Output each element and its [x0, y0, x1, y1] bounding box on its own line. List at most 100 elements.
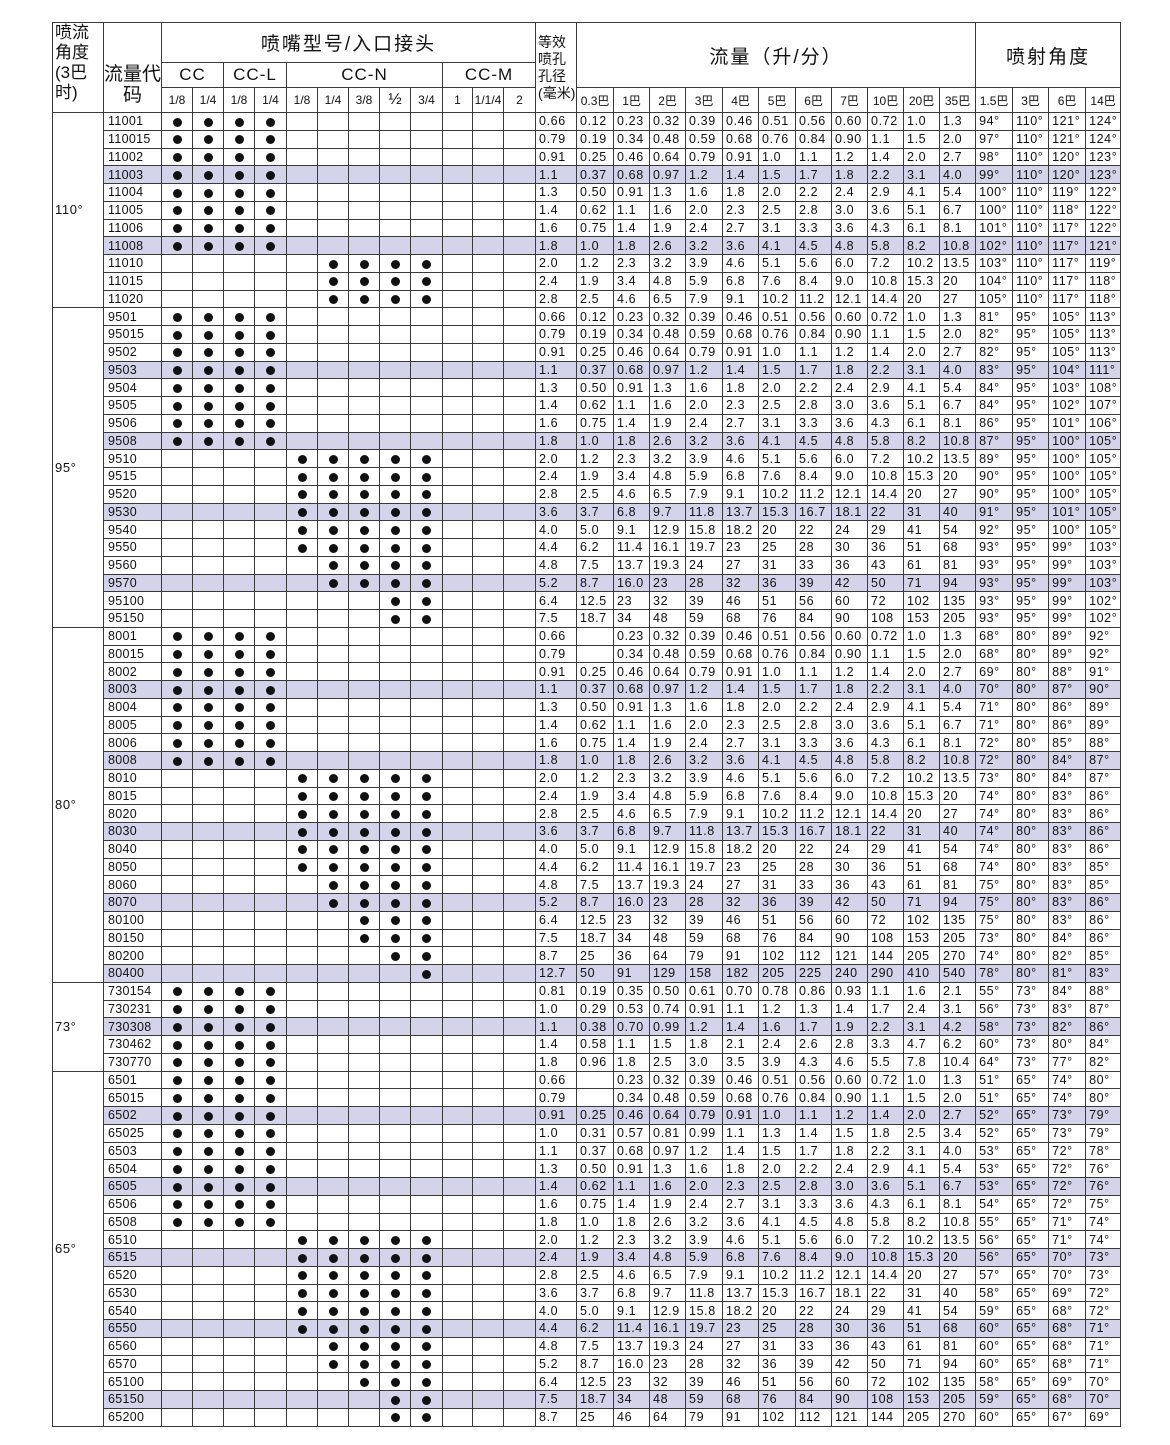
flow-value: 3.1	[903, 1141, 941, 1161]
connection-cell	[286, 609, 318, 628]
flow-value: 11.2	[795, 484, 833, 504]
flow-value: 2.5	[758, 396, 797, 415]
flow-code: 65200	[103, 1407, 162, 1427]
available-dot-icon	[390, 1324, 400, 1334]
header-flow-code: 流量代码	[103, 22, 162, 113]
available-dot-icon	[390, 792, 400, 802]
flow-value: 1.5	[649, 1035, 687, 1054]
connection-cell	[442, 822, 473, 841]
connection-cell	[442, 804, 473, 823]
table-row: 730462 1.4 0.58 1.1 1.5 1.8 2.1 2.4 2.6 2.8 3.3 4.7…	[53, 1035, 1122, 1054]
connection-cell	[472, 467, 504, 486]
flow-value: 3.2	[685, 1212, 724, 1232]
spray-angle-value: 55°	[975, 1212, 1014, 1232]
available-dot-icon	[266, 135, 275, 145]
orifice-diameter: 1.4	[535, 396, 578, 415]
flow-value: 2.0	[758, 378, 797, 397]
flow-value: 6.2	[576, 857, 615, 877]
flow-value: 4.0	[939, 680, 977, 699]
available-dot-icon	[234, 1129, 244, 1139]
connection-cell	[348, 502, 380, 522]
connection-cell	[286, 484, 318, 504]
flow-value: 9.7	[649, 822, 687, 841]
flow-value: 9.0	[831, 271, 869, 291]
header-model-cc-l: CC-L	[223, 62, 287, 88]
connection-cell	[286, 1283, 318, 1303]
flow-value: 68	[722, 609, 760, 628]
flow-code: 9506	[103, 413, 162, 433]
flow-value: 2.3	[613, 254, 651, 273]
flow-value: 0.75	[576, 1194, 615, 1214]
connection-cell	[379, 1265, 411, 1285]
flow-value: 1.0	[758, 342, 797, 362]
spray-angle-value: 105°	[1085, 431, 1122, 451]
connection-cell	[410, 804, 443, 823]
flow-value: 2.0	[685, 396, 724, 415]
flow-value: 0.48	[649, 325, 687, 344]
flow-value: 0.50	[576, 378, 615, 397]
flow-value: 61	[903, 1336, 941, 1356]
connection-cell	[442, 1301, 473, 1320]
flow-value: 94	[939, 573, 977, 593]
connection-cell	[223, 1212, 255, 1232]
connection-cell	[348, 555, 380, 575]
table-row: 95015 0.79 0.19 0.34 0.48 0.59 0.68 0.76 0.84 0.9…	[53, 325, 1122, 344]
connection-cell	[472, 1123, 504, 1143]
connection-cell	[410, 999, 443, 1019]
connection-cell	[410, 1390, 443, 1409]
connection-cell	[254, 1123, 287, 1143]
flow-value: 24	[685, 1336, 724, 1356]
header-spray-angle-3bar: 喷流角度(3巴时)	[52, 22, 104, 113]
spray-angle-value: 76°	[1085, 1177, 1122, 1196]
connection-cell	[410, 1088, 443, 1107]
flow-value: 1.1	[722, 1123, 760, 1143]
spray-angle-value: 110°	[1012, 236, 1050, 255]
flow-value: 10.8	[867, 786, 905, 806]
flow-value: 3.2	[649, 449, 687, 468]
available-dot-icon	[234, 685, 244, 695]
connection-cell	[223, 413, 255, 433]
flow-value: 290	[867, 964, 905, 983]
table-row: 11002 0.91 0.25 0.46 0.64 0.79 0.91 1.0 1.1 1.2 1.…	[53, 147, 1122, 167]
connection-cell	[161, 129, 193, 149]
connection-cell	[317, 946, 349, 965]
connection-cell	[161, 165, 193, 184]
flow-value: 5.9	[685, 467, 724, 486]
connection-cell	[161, 1283, 193, 1303]
spray-angle-value: 117°	[1048, 289, 1087, 309]
spray-angle-value: 86°	[1085, 804, 1122, 823]
flow-value: 36	[758, 1354, 797, 1374]
flow-value: 1.4	[867, 1106, 905, 1125]
flow-value: 0.79	[685, 147, 724, 167]
spray-angle-value: 74°	[975, 839, 1014, 859]
spray-angle-value: 105°	[1048, 307, 1087, 326]
flow-value: 11.4	[613, 1319, 651, 1338]
connection-cell	[472, 1052, 504, 1072]
spray-angle-value: 103°	[975, 254, 1014, 273]
connection-cell	[410, 1070, 443, 1090]
flow-value: 50	[867, 1354, 905, 1374]
flow-value: 121	[831, 946, 869, 965]
connection-cell	[410, 1319, 443, 1338]
connection-cell	[410, 875, 443, 894]
connection-cell	[472, 1212, 504, 1232]
flow-value: 2.2	[867, 1017, 905, 1036]
available-dot-icon	[203, 667, 213, 677]
spray-angle-value: 68°	[975, 626, 1014, 646]
flow-value: 12.9	[649, 520, 687, 539]
connection-cell	[442, 591, 473, 610]
flow-code: 11010	[103, 254, 162, 273]
connection-cell	[379, 538, 411, 557]
flow-value: 1.4	[613, 218, 651, 238]
connection-cell	[410, 822, 443, 841]
connection-cell	[192, 555, 224, 575]
flow-code: 9570	[103, 573, 162, 593]
connection-cell	[223, 165, 255, 184]
flow-code: 6508	[103, 1212, 162, 1232]
flow-value: 1.4	[722, 165, 760, 184]
spray-angle-value: 80°	[1012, 768, 1050, 788]
spray-angle-value: 99°	[1048, 573, 1087, 593]
connection-cell	[442, 147, 473, 167]
available-dot-icon	[422, 1360, 431, 1370]
connection-cell	[254, 413, 287, 433]
